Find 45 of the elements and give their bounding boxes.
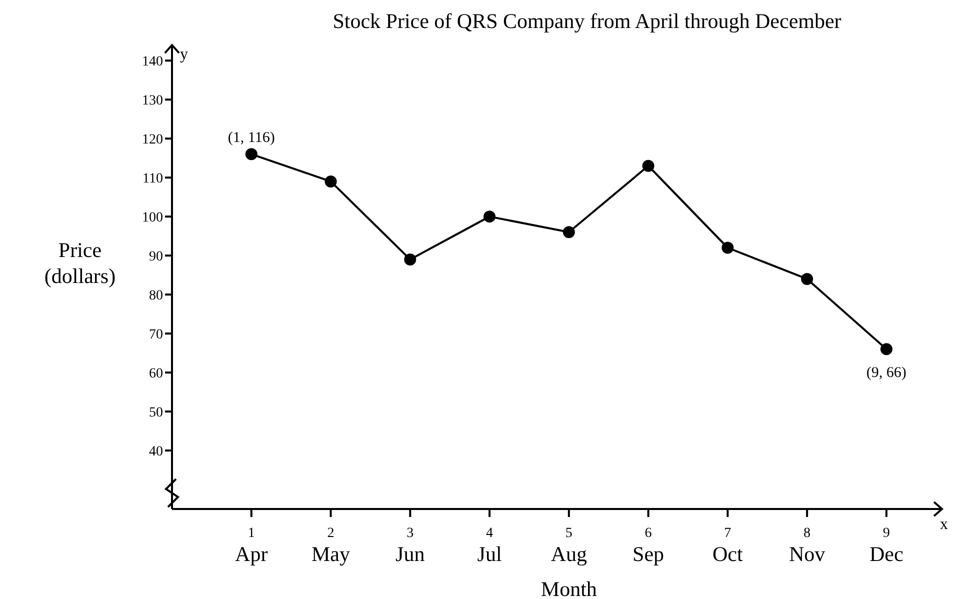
x-axis-title: Month bbox=[540, 577, 598, 599]
x-tick-label: 5 bbox=[565, 526, 572, 541]
y-tick-label: 100 bbox=[142, 210, 163, 226]
x-tick-label: 8 bbox=[804, 526, 811, 541]
point bbox=[880, 343, 892, 356]
y-tick-label: 50 bbox=[149, 405, 163, 420]
x-tick-label: 1 bbox=[248, 526, 255, 541]
text: Aug bbox=[550, 542, 588, 566]
point bbox=[324, 175, 337, 188]
annotation: y bbox=[180, 46, 188, 63]
text: Jun bbox=[396, 542, 426, 566]
x-tick-label: 9 bbox=[882, 526, 890, 541]
point bbox=[245, 148, 258, 160]
text: Nov bbox=[788, 542, 826, 566]
x-tick-label: 3 bbox=[406, 526, 414, 541]
y-tick-label: 90 bbox=[149, 250, 163, 265]
y-tick-label: 40 bbox=[149, 444, 163, 460]
chart-title: Stock Price of QRS Company from April through December bbox=[332, 9, 842, 33]
y-tick-label: 130 bbox=[142, 94, 163, 109]
y-tick-label: 70 bbox=[149, 328, 163, 343]
x-tick-label: 2 bbox=[327, 526, 334, 541]
text: Jul bbox=[477, 542, 502, 566]
text: May bbox=[312, 542, 351, 566]
x-tick-label: 4 bbox=[486, 526, 494, 541]
y-tick-label: 80 bbox=[149, 288, 163, 304]
annotation: (1, 116) bbox=[228, 130, 275, 146]
point bbox=[642, 160, 654, 172]
text: x bbox=[940, 516, 948, 533]
y-tick-label: 110 bbox=[142, 172, 163, 187]
point bbox=[722, 242, 734, 254]
point bbox=[484, 210, 496, 223]
text: Sep bbox=[632, 542, 664, 566]
text: Oct bbox=[712, 542, 743, 566]
y-tick-label: 60 bbox=[149, 366, 163, 382]
y-tick-label: 140 bbox=[142, 54, 163, 70]
y-axis-title: Price (dollars) bbox=[44, 238, 116, 288]
point bbox=[404, 253, 416, 266]
text: Dec bbox=[870, 542, 904, 566]
x-tick-label: 7 bbox=[724, 526, 732, 541]
y-tick-label: 120 bbox=[142, 132, 163, 148]
point bbox=[801, 272, 814, 285]
point bbox=[562, 226, 575, 238]
text: Apr bbox=[235, 542, 268, 566]
annotation: (9, 66) bbox=[866, 365, 906, 382]
x-tick-label: 6 bbox=[644, 526, 652, 541]
